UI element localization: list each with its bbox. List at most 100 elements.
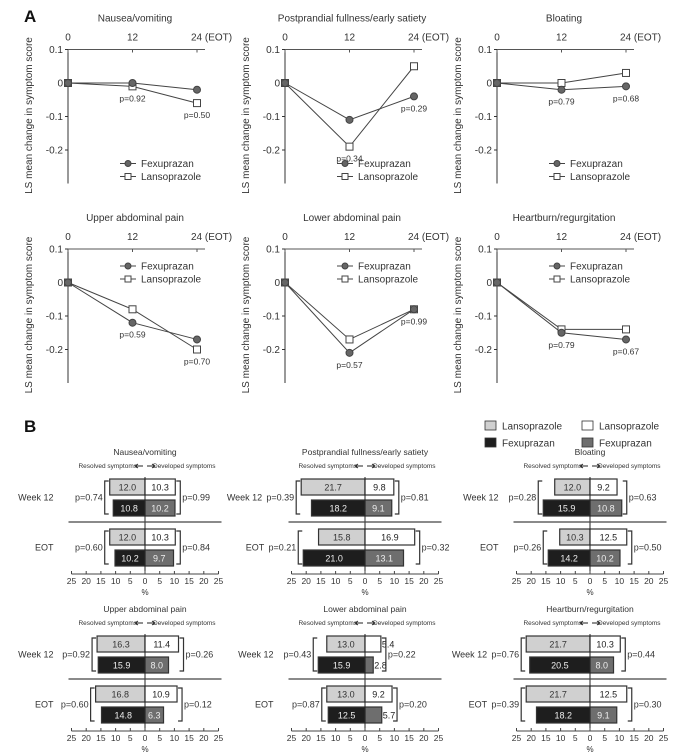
bracket-left (321, 687, 326, 722)
legend-label-lansoprazole: Lansoprazole (141, 275, 201, 286)
x-tick-label: 0 (588, 733, 593, 743)
x-tick-label: 25 (214, 576, 224, 586)
p-value-label: p=0.99 (401, 316, 428, 326)
bar-lansoprazole-developed (364, 635, 382, 653)
legend-label-fexuprazan: Fexuprazan (358, 159, 411, 170)
bar-value-label: 10.3 (151, 533, 169, 543)
x-tick-label: 5 (128, 733, 133, 743)
bar-value-label: 2.8 (374, 661, 387, 671)
data-point-fexuprazan (622, 335, 630, 344)
x-tick-label: 20 (81, 733, 91, 743)
x-tick-label: 5 (348, 576, 353, 586)
y-tick-label: -0.2 (46, 345, 64, 356)
x-tick-label: 20 (526, 576, 536, 586)
y-tick-label: -0.1 (475, 112, 493, 123)
data-point-fexuprazan (281, 79, 289, 87)
p-value-resolved: p=0.76 (491, 650, 519, 660)
arrow-left-icon (134, 463, 143, 469)
data-point-lansoprazole (345, 335, 354, 344)
bar-value-label: 18.2 (554, 711, 572, 721)
p-value-resolved: p=0.21 (268, 543, 296, 553)
line-chart (281, 49, 422, 184)
line-chart (281, 248, 422, 383)
x-tick-label: 10 (556, 733, 566, 743)
y-tick-label: 0 (486, 79, 492, 90)
chart-title: Postprandial fullness/early satiety (278, 14, 426, 25)
x-tick-label: 15 (184, 576, 194, 586)
row-label: Week 12 (238, 650, 273, 660)
y-axis-label: LS mean change in symptom score (241, 236, 252, 393)
arrow-left-icon (354, 463, 363, 469)
x-tick-label: 15 (541, 733, 551, 743)
legend-marker-lansoprazole (124, 275, 132, 283)
bracket-right (176, 530, 181, 565)
y-tick-label: 0 (57, 278, 63, 289)
x-tick-label: 12 (127, 33, 139, 44)
x-tick-label: 20 (301, 576, 311, 586)
bar-value-label: 14.8 (114, 711, 132, 721)
direction-label-resolved: Resolved symptoms (523, 463, 582, 470)
x-tick-label: 12 (344, 33, 356, 44)
bracket-right (627, 687, 633, 722)
legend-swatch (484, 437, 497, 448)
p-value-developed: p=0.44 (627, 650, 655, 660)
x-axis-label: % (586, 588, 593, 597)
x-tick-label: 15 (629, 576, 639, 586)
line-chart (64, 248, 205, 383)
x-tick-label: 25 (287, 733, 297, 743)
data-point-lansoprazole (193, 99, 201, 108)
y-tick-label: 0 (486, 278, 492, 289)
bar-value-label: 16.9 (381, 533, 399, 543)
bar-fexuprazan-developed (364, 706, 383, 724)
p-value-resolved: p=0.60 (75, 543, 103, 553)
p-value-resolved: p=0.26 (513, 543, 541, 553)
y-tick-label: 0.1 (478, 45, 492, 56)
bar-value-label: 10.2 (121, 554, 139, 564)
p-value-label: p=0.29 (401, 103, 428, 113)
bar-value-label: 21.7 (549, 640, 567, 650)
bar-value-label: 18.2 (329, 504, 347, 514)
bar-value-label: 9.2 (372, 690, 385, 700)
p-value-developed: p=0.63 (629, 493, 657, 503)
bar-value-label: 15.8 (333, 533, 351, 543)
p-value-developed: p=0.81 (401, 493, 429, 503)
x-tick-label: 25 (512, 576, 522, 586)
bar-value-label: 14.2 (560, 554, 578, 564)
x-tick-label: 20 (419, 576, 429, 586)
bracket-left (104, 530, 109, 565)
x-tick-label: 20 (526, 733, 536, 743)
x-tick-label: 15 (404, 733, 414, 743)
x-tick-label: 12 (556, 33, 568, 44)
direction-label-resolved: Resolved symptoms (523, 620, 582, 627)
data-point-fexuprazan (193, 335, 201, 344)
p-value-label: p=0.70 (184, 357, 211, 367)
p-value-resolved: p=0.92 (62, 650, 90, 660)
bar-value-label: 8.0 (596, 661, 609, 671)
row-label: Week 12 (18, 493, 53, 503)
y-tick-label: -0.1 (46, 312, 64, 323)
legend-label-lansoprazole: Lansoprazole (570, 172, 630, 183)
y-tick-label: -0.2 (475, 146, 493, 157)
chart-title: Nausea/vomiting (113, 447, 177, 457)
series-line-lansoprazole (284, 65, 415, 148)
bracket-left (91, 637, 97, 672)
p-value-resolved: p=0.60 (61, 700, 89, 710)
arrow-left-icon (134, 620, 143, 626)
line-chart (493, 248, 634, 383)
p-value-label: p=0.68 (613, 93, 640, 103)
bar-value-label: 8.0 (151, 661, 164, 671)
p-value-label: p=0.79 (548, 97, 575, 107)
x-tick-label: 5 (602, 576, 607, 586)
x-tick-label: 24 (EOT) (191, 232, 232, 243)
x-tick-label: 20 (81, 576, 91, 586)
bar-value-label: 9.1 (597, 711, 610, 721)
y-tick-label: 0.1 (266, 45, 280, 56)
p-value-developed: p=0.12 (184, 700, 212, 710)
p-value-resolved: p=0.28 (508, 493, 536, 503)
x-tick-label: 24 (EOT) (408, 232, 449, 243)
p-value-developed: p=0.84 (182, 543, 210, 553)
bar-value-label: 12.0 (119, 533, 137, 543)
arrow-left-icon (579, 463, 588, 469)
bar-value-label: 15.9 (113, 661, 131, 671)
